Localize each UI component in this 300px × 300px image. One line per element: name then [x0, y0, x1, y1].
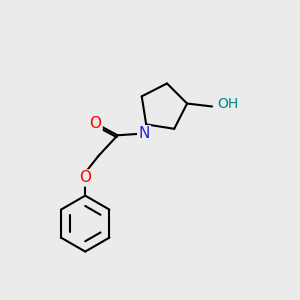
Text: N: N	[138, 126, 150, 141]
Text: O: O	[89, 116, 101, 131]
Text: N: N	[138, 126, 150, 141]
Text: O: O	[79, 170, 91, 185]
Text: OH: OH	[218, 97, 239, 111]
